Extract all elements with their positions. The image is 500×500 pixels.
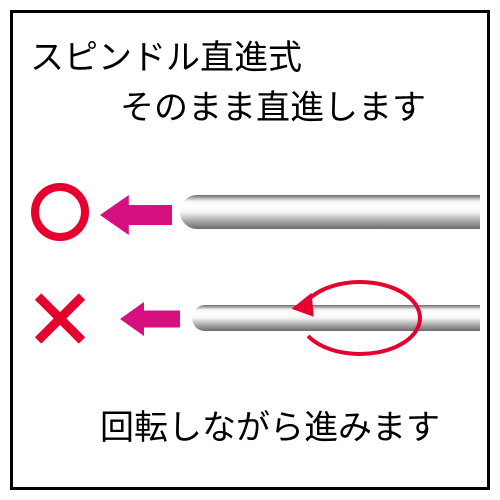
rotation-arrow-icon (0, 0, 500, 500)
